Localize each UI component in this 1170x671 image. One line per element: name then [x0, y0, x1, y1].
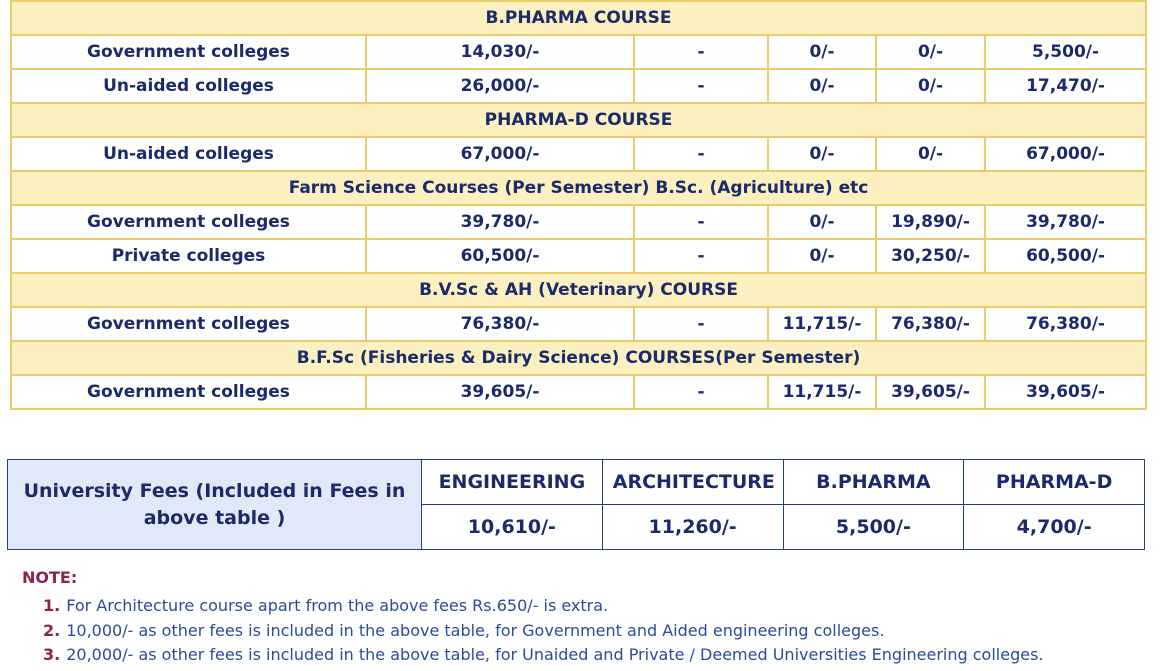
fee-cell: 0/-: [875, 136, 986, 172]
fee-row: Un-aided colleges 67,000/- -0/- 0/- 67,000/-: [10, 136, 1148, 172]
fee-cell: 76,380/-: [875, 306, 986, 342]
section-row: B.F.Sc (Fisheries & Dairy Science) COURS…: [9, 340, 1148, 376]
section-title: Farm Science Courses (Per Semester) B.Sc…: [9, 170, 1148, 206]
fee-cell: 11,715/-: [767, 306, 877, 342]
section-title: PHARMA-D COURSE: [9, 102, 1148, 138]
note-item: 2. 10,000/- as other fees is included in …: [43, 621, 884, 640]
fee-cell: Un-aided colleges: [10, 68, 367, 104]
note-text: 10,000/- as other fees is included in th…: [66, 620, 885, 640]
fee-cell: Government colleges: [10, 204, 367, 240]
fee-cell: 0/-: [767, 68, 877, 104]
fee-cell: Government colleges: [10, 306, 367, 342]
fee-cell: Un-aided colleges: [10, 136, 367, 172]
fee-cell: 39,605/-: [875, 374, 986, 410]
fee-cell: 0/-: [767, 136, 877, 172]
fee-cell: -: [633, 34, 769, 70]
fee-cell: 19,890/-: [875, 204, 986, 240]
fee-value: 5,500/-: [782, 504, 965, 550]
fee-cell: Government colleges: [10, 374, 367, 410]
fee-value: 4,700/-: [963, 504, 1145, 550]
fee-cell: 30,250/-: [875, 238, 986, 274]
fee-header: B.PHARMA: [782, 459, 965, 505]
fee-cell: 39,780/-: [365, 204, 635, 240]
fee-cell: -: [633, 238, 769, 274]
fee-header: ENGINEERING: [421, 459, 603, 505]
section-title: B.F.Sc (Fisheries & Dairy Science) COURS…: [9, 340, 1148, 376]
university-fees-table: University Fees (Included in Fees in abo…: [7, 459, 1145, 550]
fee-cell: 0/-: [875, 34, 986, 70]
fee-value: 10,610/-: [421, 504, 603, 550]
fee-cell: 11,715/-: [767, 374, 877, 410]
fee-cell: 0/-: [875, 68, 986, 104]
fee-cell: -: [633, 374, 769, 410]
fee-header: PHARMA-D: [963, 459, 1145, 505]
note-heading: NOTE:: [22, 568, 78, 587]
fee-value: 11,260/-: [601, 504, 784, 550]
fee-cell: 76,380/-: [365, 306, 635, 342]
fee-table: B.PHARMA COURSE Government colleges 14,030…: [9, 0, 1148, 410]
fee-cell: 0/-: [767, 34, 877, 70]
fee-row: Private colleges 60,500/- -0/- 30,250/- 60,5…: [10, 238, 1148, 274]
fee-row: Government colleges 39,780/- -0/- 19,890/- 3…: [10, 204, 1148, 240]
fee-cell: 60,500/-: [983, 238, 1148, 274]
fee-row: Government colleges 39,605/- -11,715/- 39,6…: [10, 374, 1148, 410]
fee-header: ARCHITECTURE: [601, 459, 784, 505]
fee-cell: 60,500/-: [365, 238, 635, 274]
fee-cell: 17,470/-: [983, 68, 1148, 104]
fee-cell: 76,380/-: [983, 306, 1148, 342]
section-row: B.PHARMA COURSE: [9, 0, 1148, 36]
fee-cell: 39,605/-: [983, 374, 1148, 410]
fee-cell: 67,000/-: [365, 136, 635, 172]
fee-row: Government colleges 14,030/- -0/- 0/- 5,500/…: [10, 34, 1148, 70]
fee-cell: 26,000/-: [365, 68, 635, 104]
fee-cell: Government colleges: [10, 34, 367, 70]
fee-row: Un-aided colleges 26,000/- -0/- 0/- 17,470/-: [10, 68, 1148, 104]
fee-cell: Private colleges: [10, 238, 367, 274]
section-row: Farm Science Courses (Per Semester) B.Sc…: [9, 170, 1148, 206]
fee-cell: -: [633, 204, 769, 240]
section-row: B.V.Sc & AH (Veterinary) COURSE: [9, 272, 1148, 308]
fee-cell: 5,500/-: [983, 34, 1148, 70]
fee-cell: 0/-: [767, 238, 877, 274]
fee-cell: 39,605/-: [365, 374, 635, 410]
fee-row: Government colleges 76,380/- -11,715/- 76,3…: [10, 306, 1148, 342]
fee-cell: -: [633, 306, 769, 342]
fee-cell: 14,030/-: [365, 34, 635, 70]
fee-cell: 67,000/-: [983, 136, 1148, 172]
note-number: 3.: [43, 645, 61, 664]
note-text: 20,000/- as other fees is included in th…: [66, 645, 1044, 664]
section-title: B.PHARMA COURSE: [9, 0, 1148, 36]
fee-cell: 39,780/-: [983, 204, 1148, 240]
university-fees-label: University Fees (Included in Fees in abo…: [7, 459, 422, 550]
fee-cell: -: [633, 136, 769, 172]
note-item: 3. 20,000/- as other fees is included in …: [43, 645, 1044, 664]
section-title: B.V.Sc & AH (Veterinary) COURSE: [9, 272, 1148, 308]
note-number: 1.: [43, 596, 61, 615]
section-row: PHARMA-D COURSE: [9, 102, 1148, 138]
note-number: 2.: [43, 620, 61, 640]
note-text: For Architecture course apart from the a…: [66, 596, 609, 615]
fee-cell: 0/-: [767, 204, 877, 240]
fee-cell: -: [633, 68, 769, 104]
note-item: 1. For Architecture course apart from the…: [43, 596, 608, 615]
